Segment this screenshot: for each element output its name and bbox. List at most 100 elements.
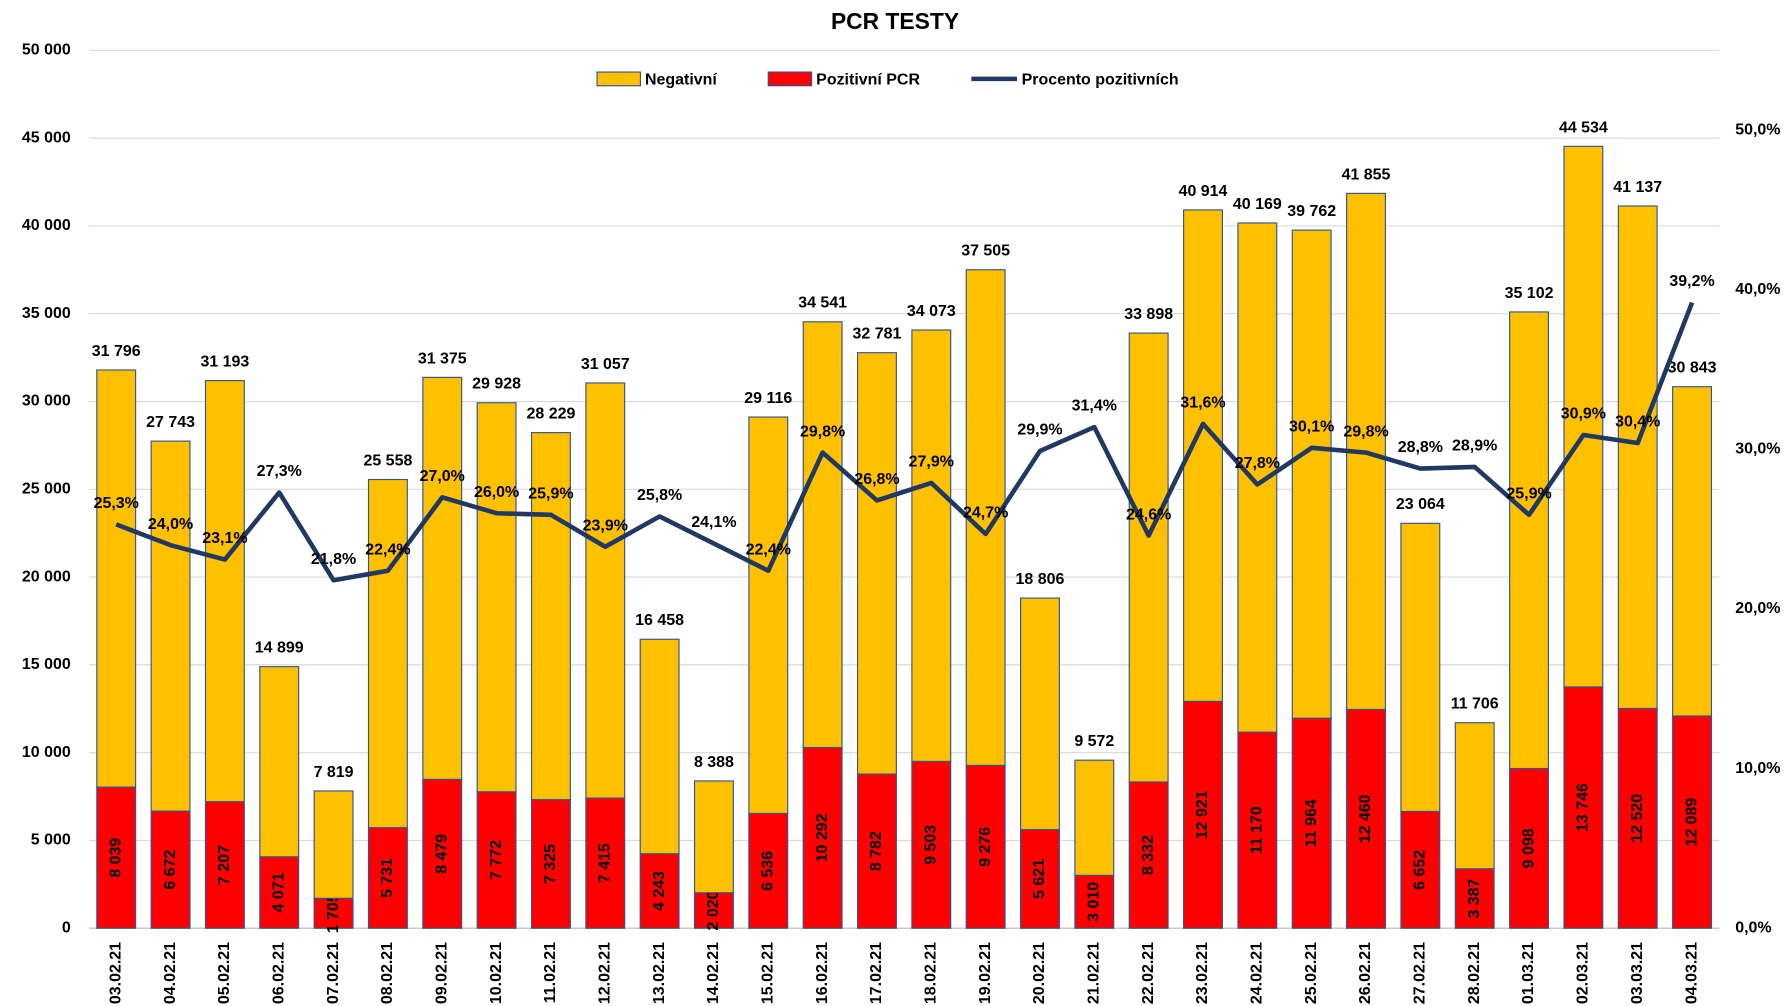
x-tick-label: 10.02.21 xyxy=(488,942,505,1004)
bar-value-label: 9 276 xyxy=(977,827,994,867)
bar-segment xyxy=(911,329,952,762)
x-tick-label: 27.02.21 xyxy=(1412,942,1429,1004)
y2-tick-label: 30,0% xyxy=(1735,441,1780,458)
x-tick-label: 07.02.21 xyxy=(325,942,342,1004)
bar-value-label: 1 705 xyxy=(325,893,342,933)
line-value-label: 31,6% xyxy=(1180,395,1225,412)
total-label: 32 781 xyxy=(853,326,902,343)
legend-label: Procento pozitivních xyxy=(1022,71,1179,88)
bar-value-label: 7 772 xyxy=(488,840,505,880)
bar-segment xyxy=(1509,767,1550,929)
bar-segment xyxy=(1128,781,1169,929)
total-label: 34 541 xyxy=(798,295,847,312)
x-tick-label: 14.02.21 xyxy=(705,942,722,1004)
bar-segment xyxy=(422,778,463,929)
bar-segment xyxy=(1400,810,1441,929)
line-value-label: 23,9% xyxy=(583,517,628,534)
x-tick-label: 08.02.21 xyxy=(379,942,396,1004)
bar-segment xyxy=(748,416,789,815)
x-tick-label: 13.02.21 xyxy=(651,942,668,1004)
total-label: 39 762 xyxy=(1287,203,1336,220)
line-value-label: 25,9% xyxy=(1506,486,1551,503)
bar-segment xyxy=(856,352,897,775)
bar-segment xyxy=(639,638,680,855)
x-tick-label: 28.02.21 xyxy=(1466,942,1483,1004)
bar-value-label: 6 536 xyxy=(760,851,777,891)
y2-tick-label: 50,0% xyxy=(1735,121,1780,138)
y-tick-label: 5 000 xyxy=(31,832,71,849)
bar-segment xyxy=(1291,717,1332,929)
x-tick-label: 01.03.21 xyxy=(1520,942,1537,1004)
line-value-label: 30,1% xyxy=(1289,418,1334,435)
bar-segment xyxy=(530,432,571,801)
bar-segment xyxy=(259,666,300,858)
bar-segment xyxy=(1454,868,1495,929)
total-label: 31 375 xyxy=(418,350,467,367)
bar-segment xyxy=(1237,731,1278,929)
line-value-label: 27,0% xyxy=(420,468,465,485)
y-tick-label: 30 000 xyxy=(22,393,71,410)
bar-segment xyxy=(1074,874,1115,929)
bar-segment xyxy=(313,790,354,899)
total-label: 8 388 xyxy=(694,754,734,771)
x-tick-label: 03.02.21 xyxy=(107,942,124,1004)
y2-tick-label: 10,0% xyxy=(1735,760,1780,777)
bar-value-label: 9 503 xyxy=(923,825,940,865)
line xyxy=(115,301,1695,583)
bar-value-label: 8 479 xyxy=(433,834,450,874)
x-tick-label: 06.02.21 xyxy=(270,942,287,1004)
bar-segment xyxy=(965,269,1006,766)
legend-label: Negativní xyxy=(645,71,717,88)
legend-swatch xyxy=(596,71,641,87)
bar-segment xyxy=(1128,332,1169,783)
line-value-label: 24,7% xyxy=(963,505,1008,522)
y-tick-label: 15 000 xyxy=(22,656,71,673)
total-label: 28 229 xyxy=(527,406,576,423)
line-value-label: 25,3% xyxy=(94,495,139,512)
bar-segment xyxy=(1454,722,1495,870)
bar-value-label: 12 089 xyxy=(1683,798,1700,847)
bar-segment xyxy=(313,897,354,929)
line-value-label: 23,1% xyxy=(202,530,247,547)
bar-segment xyxy=(585,382,626,799)
x-tick-label: 04.02.21 xyxy=(162,942,179,1004)
total-label: 29 928 xyxy=(472,376,521,393)
line-value-label: 27,3% xyxy=(257,463,302,480)
legend-label: Pozitivní PCR xyxy=(816,71,920,88)
total-label: 31 193 xyxy=(200,354,249,371)
line-value-label: 24,6% xyxy=(1126,506,1171,523)
y-tick-label: 35 000 xyxy=(22,305,71,322)
line-value-label: 25,8% xyxy=(637,487,682,504)
y2-tick-label: 0,0% xyxy=(1735,919,1771,936)
bar-value-label: 12 460 xyxy=(1357,794,1374,843)
bar-segment xyxy=(639,853,680,929)
line-value-label: 26,8% xyxy=(854,471,899,488)
bar-value-label: 4 071 xyxy=(270,872,287,912)
bar-value-label: 3 387 xyxy=(1466,878,1483,918)
total-label: 40 914 xyxy=(1179,183,1228,200)
total-label: 7 819 xyxy=(314,764,354,781)
bar-value-label: 11 170 xyxy=(1249,806,1266,854)
legend-swatch xyxy=(767,71,813,87)
total-label: 18 806 xyxy=(1016,571,1065,588)
y-tick-label: 25 000 xyxy=(22,481,71,498)
bar-segment xyxy=(856,773,897,929)
line-value-label: 24,1% xyxy=(691,514,736,531)
bar-value-label: 7 415 xyxy=(596,843,613,883)
total-label: 30 843 xyxy=(1668,360,1717,377)
bar-value-label: 10 292 xyxy=(814,813,831,862)
chart-title: PCR TESTY xyxy=(831,8,959,34)
bar-value-label: 3 010 xyxy=(1086,882,1103,922)
total-label: 27 743 xyxy=(146,414,195,431)
y-tick-label: 45 000 xyxy=(22,129,71,146)
bar-segment xyxy=(96,369,137,788)
total-label: 23 064 xyxy=(1396,496,1445,513)
total-label: 29 116 xyxy=(744,390,792,407)
line-value-label: 25,9% xyxy=(528,486,573,503)
line-value-label: 29,9% xyxy=(1017,422,1062,439)
x-tick-label: 16.02.21 xyxy=(814,942,831,1004)
bar-value-label: 11 964 xyxy=(1303,799,1320,847)
y-tick-label: 0 xyxy=(62,919,71,936)
x-tick-label: 09.02.21 xyxy=(433,942,450,1004)
bar-value-label: 13 746 xyxy=(1575,783,1592,832)
